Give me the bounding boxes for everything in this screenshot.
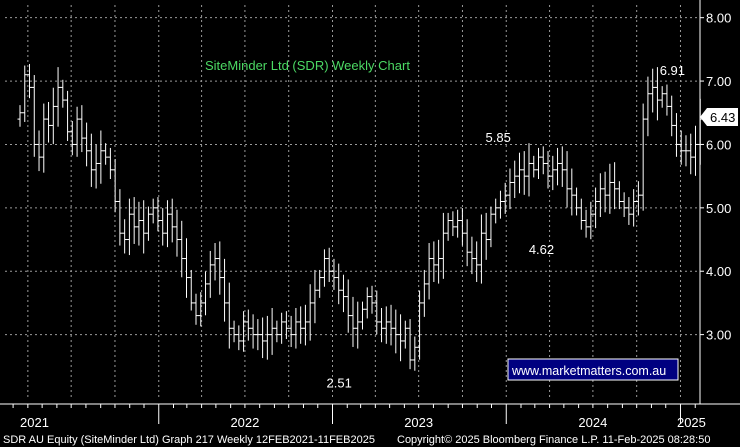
- y-tick-label: 6.00: [706, 137, 731, 152]
- y-tick-label: 3.00: [706, 328, 731, 343]
- price-annotation: 4.62: [529, 242, 554, 257]
- x-year-label: 2023: [404, 415, 433, 430]
- x-year-label: 2022: [230, 415, 259, 430]
- price-bars: [17, 63, 703, 371]
- y-axis: 8.00 7.00 6.00 5.00 4.00 3.00: [699, 0, 731, 404]
- x-axis: 2021 2022 2023 2024 2025: [0, 403, 740, 430]
- y-tick-label: 5.00: [706, 201, 731, 216]
- y-tick-label: 4.00: [706, 264, 731, 279]
- grid-lines: [5, 5, 700, 398]
- y-tick-label: 7.00: [706, 74, 731, 89]
- price-annotation: 2.51: [327, 376, 352, 391]
- watermark-text: www.marketmatters.com.au: [511, 364, 666, 378]
- price-annotations: 6.91 5.85 4.62 2.51: [327, 63, 686, 391]
- last-price-label: 6.43: [710, 110, 735, 125]
- last-price-badge: 6.43: [700, 108, 738, 126]
- price-annotation: 5.85: [486, 130, 511, 145]
- price-annotation: 6.91: [660, 63, 685, 78]
- last-price-marker: [700, 108, 738, 126]
- x-year-label: 2024: [578, 415, 607, 430]
- chart-title: SiteMinder Ltd (SDR) Weekly Chart: [205, 58, 410, 73]
- footer-background: [0, 430, 740, 447]
- footer-bar: SDR AU Equity (SiteMinder Ltd) Graph 217…: [0, 430, 740, 447]
- footer-right-text: Copyright© 2025 Bloomberg Finance L.P. 1…: [397, 434, 710, 446]
- x-year-label: 2025: [677, 415, 706, 430]
- y-tick-label: 8.00: [706, 11, 731, 26]
- watermark-border: [507, 358, 679, 381]
- watermark-box: www.marketmatters.com.au: [507, 358, 679, 381]
- x-year-label: 2021: [20, 415, 49, 430]
- footer-left-text: SDR AU Equity (SiteMinder Ltd) Graph 217…: [3, 434, 375, 446]
